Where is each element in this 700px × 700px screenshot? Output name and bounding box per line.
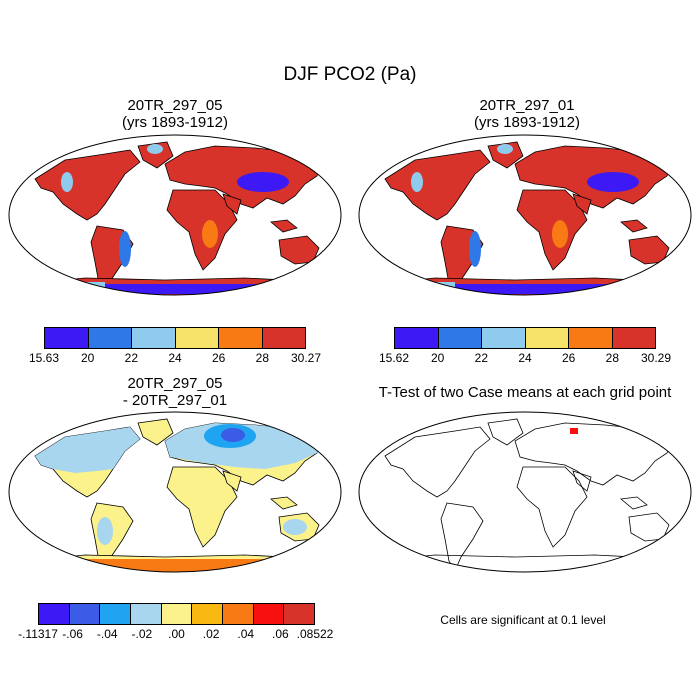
panel2-title-line1: 20TR_297_01 (479, 97, 575, 114)
cb3-swatch (284, 604, 315, 624)
cb2-tick-label: 26 (561, 351, 576, 365)
figure-title: DJF PCO2 (Pa) (283, 64, 417, 85)
panel4-note: Cells are significant at 0.1 level (440, 613, 606, 627)
colorbar-2: 15.62 20 22 24 26 28 30.29 (379, 327, 671, 365)
cb3-tick-label: -.11317 (18, 627, 58, 641)
panel2-map (358, 134, 692, 296)
cb1-tick-label: 24 (168, 351, 182, 365)
panel1-title: 20TR_297_05 (yrs 1893-1912) (25, 97, 325, 131)
panel4-map (358, 411, 692, 573)
cb1-swatch (175, 328, 219, 348)
colorbar-2-swatches (394, 327, 656, 349)
cb2-tick-label: 22 (474, 351, 489, 365)
colorbar-3: -.11317 -.06 -.04 -.02 .00 .02 .04 .06 .08522 (18, 603, 333, 641)
cb3-tick-label: -.06 (62, 627, 83, 641)
cb3-swatch (223, 604, 254, 624)
cb3-tick-label: -.02 (131, 627, 153, 641)
cb3-swatch (161, 604, 193, 624)
cb3-tick-label: .04 (237, 627, 255, 641)
cb1-tick-label: 22 (124, 351, 139, 365)
cb3-tick-label: .00 (168, 627, 185, 641)
cb3-tick-label: .06 (272, 627, 289, 641)
panel1-map (8, 134, 342, 296)
cb2-swatch (482, 328, 526, 348)
panel2-title-line2: (yrs 1893-1912) (474, 114, 580, 131)
cb1-swatch (219, 328, 263, 348)
cb2-tick-label: 28 (605, 351, 620, 365)
cb3-swatch (131, 604, 162, 624)
cb1-tick-label: 15.63 (28, 351, 60, 365)
cb3-swatch (192, 604, 224, 624)
panel1-title-line2: (yrs 1893-1912) (122, 114, 228, 131)
panel3-title-line1: 20TR_297_05 (127, 375, 223, 392)
cb2-swatch (395, 328, 439, 348)
cb1-swatch (262, 328, 305, 348)
panel4-title: T-Test of two Case means at each grid po… (378, 384, 672, 401)
cb2-tick-label: 15.62 (378, 351, 410, 365)
cb3-tick-label: .08522 (296, 627, 334, 641)
panel1-title-line1: 20TR_297_05 (127, 97, 223, 114)
cb3-swatch (100, 604, 132, 624)
cb2-tick-label: 24 (518, 351, 532, 365)
cb2-swatch (612, 328, 655, 348)
colorbar-3-swatches (38, 603, 315, 625)
cb3-swatch (39, 604, 70, 624)
cb2-swatch (438, 328, 482, 348)
cb2-tick-label: 20 (430, 351, 445, 365)
cb3-tick-label: -.04 (96, 627, 118, 641)
cb2-tick-label: 30.29 (640, 351, 672, 365)
cb1-tick-label: 26 (211, 351, 226, 365)
cb1-tick-label: 20 (80, 351, 95, 365)
cb1-swatch (45, 328, 89, 348)
significant-cell (570, 428, 578, 434)
cb2-swatch (525, 328, 569, 348)
panel3-map (8, 411, 342, 573)
cb1-swatch (88, 328, 132, 348)
colorbar-1-swatches (44, 327, 306, 349)
panel3-title-line2: - 20TR_297_01 (122, 392, 228, 409)
colorbar-1: 15.63 20 22 24 26 28 30.27 (29, 327, 321, 365)
cb3-swatch (69, 604, 101, 624)
cb3-swatch (253, 604, 285, 624)
panel2-title: 20TR_297_01 (yrs 1893-1912) (377, 97, 677, 131)
cb3-tick-label: .02 (202, 627, 220, 641)
panel3-title: 20TR_297_05 - 20TR_297_01 (25, 375, 325, 409)
cb1-tick-label: 28 (255, 351, 270, 365)
cb1-swatch (132, 328, 176, 348)
cb1-tick-label: 30.27 (290, 351, 322, 365)
cb2-swatch (569, 328, 613, 348)
